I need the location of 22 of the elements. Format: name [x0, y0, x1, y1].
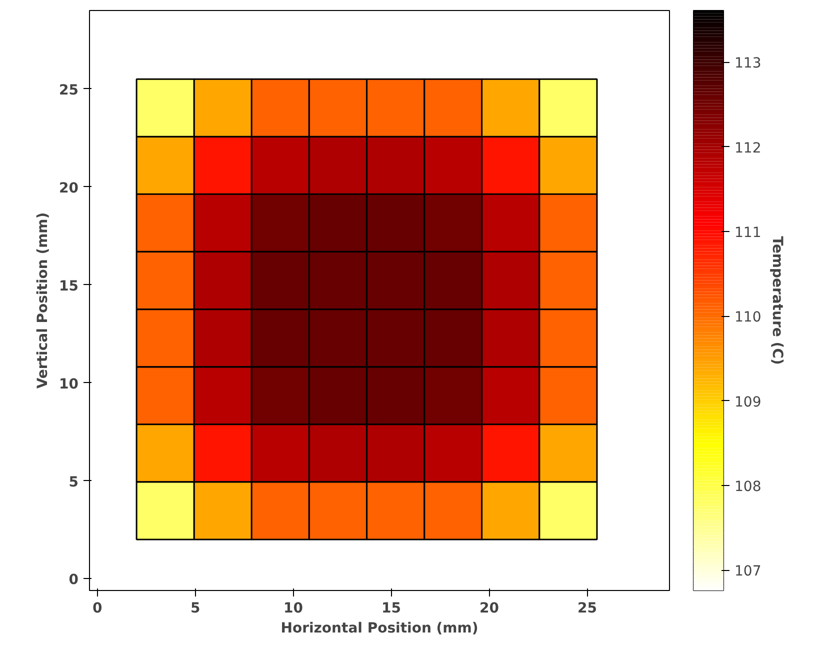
color-bar-label: 110 — [734, 310, 762, 326]
x-tick-label: 0 — [92, 600, 102, 616]
y-tick-label: 25 — [59, 82, 78, 98]
color-bar-label: 108 — [734, 479, 762, 496]
x-tick-label: 5 — [190, 600, 200, 616]
x-axis-title: Horizontal Position (mm) — [280, 620, 478, 636]
y-tick-label: 10 — [59, 376, 79, 392]
x-tick-label: 15 — [382, 600, 401, 616]
y-tick-label: 0 — [68, 572, 79, 588]
color-bar-label: 109 — [734, 394, 762, 410]
x-tick-label: 25 — [577, 600, 597, 616]
color-bar-title: Temperature (C) — [769, 236, 786, 365]
color-bar-label: 112 — [734, 140, 762, 156]
color-bar-label: 113 — [734, 56, 762, 72]
y-tick-label: 20 — [59, 180, 79, 196]
color-bar-label: 107 — [734, 564, 762, 580]
y-tick-label: 5 — [68, 474, 79, 490]
y-tick-label: 15 — [59, 278, 78, 294]
x-tick-label: 20 — [479, 600, 500, 616]
y-axis-title: Vertical Position (mm) — [35, 212, 52, 389]
x-tick-label: 10 — [284, 600, 304, 616]
color-bar-label: 111 — [734, 224, 762, 241]
